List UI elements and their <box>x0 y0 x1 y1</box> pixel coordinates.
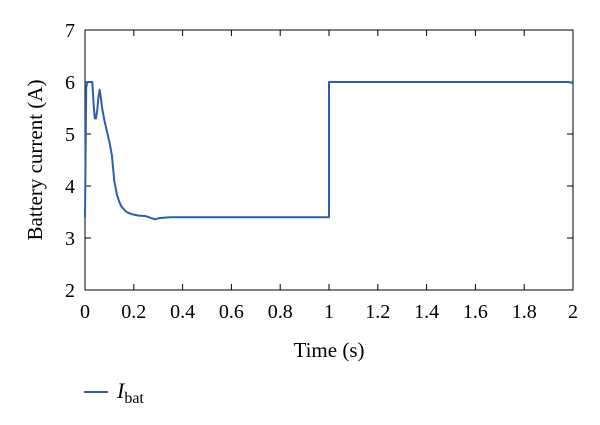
x-tick-label: 2 <box>568 301 578 323</box>
x-tick-label: 0.6 <box>219 301 244 323</box>
x-tick-label: 1.6 <box>463 301 488 323</box>
x-tick-label: 1.2 <box>365 301 390 323</box>
x-tick-label: 1.4 <box>414 301 439 323</box>
x-tick-label: 0 <box>80 301 90 323</box>
y-axis-ticks: 2 3 4 5 6 7 <box>65 20 573 302</box>
x-tick-label: 0.4 <box>170 301 195 323</box>
x-tick-label: 1 <box>324 301 334 323</box>
legend: Ibat <box>84 378 144 407</box>
series-line-ibat <box>84 81 574 221</box>
x-tick-label: 0.8 <box>268 301 293 323</box>
y-tick-label: 3 <box>65 228 75 250</box>
y-tick-label: 5 <box>65 124 75 146</box>
y-tick-label: 4 <box>65 176 75 198</box>
x-axis-label: Time (s) <box>294 338 365 362</box>
y-tick-label: 6 <box>65 72 75 94</box>
y-tick-label: 2 <box>65 280 75 302</box>
y-tick-label: 7 <box>65 20 75 42</box>
plot-area: 0 0.2 0.4 0.6 0.8 1 1.2 1.4 1.6 1.8 2 2 3 4 5 6 7 <box>65 20 578 323</box>
legend-label-main: I <box>116 378 126 403</box>
x-tick-label: 0.2 <box>121 301 146 323</box>
x-axis-ticks: 0 0.2 0.4 0.6 0.8 1 1.2 1.4 1.6 1.8 2 <box>80 30 578 323</box>
y-axis-label: Battery current (A) <box>23 80 47 241</box>
x-tick-label: 1.8 <box>512 301 537 323</box>
legend-label: Ibat <box>116 378 144 407</box>
legend-label-sub: bat <box>124 390 144 407</box>
